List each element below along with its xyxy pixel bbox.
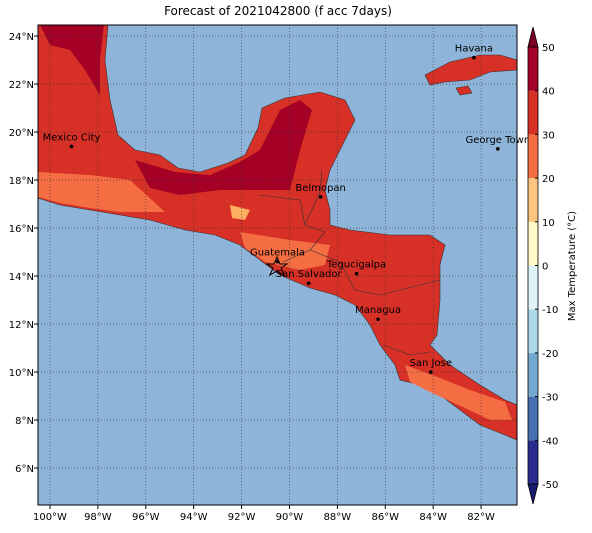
colorbar-band [528, 396, 538, 441]
colorbar-tick-label: 20 [542, 174, 555, 185]
colorbar-tick-label: -30 [542, 393, 558, 404]
lon-tick-label: 100°W [33, 512, 67, 523]
city-label: San Salvador [276, 269, 343, 280]
border [309, 249, 441, 296]
city-dot [354, 271, 359, 276]
warm-region [240, 232, 330, 270]
lat-tick-label: 12°N [9, 320, 34, 331]
city-label: Tegucigalpa [326, 260, 386, 271]
border [304, 169, 323, 226]
city-label: Mexico City [43, 132, 101, 143]
lon-tick-label: 90°W [276, 512, 304, 523]
colorbar-tick-label: 10 [542, 218, 555, 229]
city-dot [428, 370, 433, 374]
colorbar-tick-label: 50 [542, 43, 555, 54]
colorbar-over [527, 26, 539, 48]
colorbar-band [528, 134, 538, 179]
city-label: San Jose [410, 358, 452, 369]
lat-tick-label: 8°N [15, 416, 34, 427]
colorbar-band [528, 47, 538, 91]
colorbar-band [528, 90, 538, 135]
lon-tick-label: 84°W [419, 512, 447, 523]
city-dot [275, 259, 280, 264]
lat-tick-label: 6°N [15, 464, 34, 475]
lon-tick-label: 82°W [467, 512, 495, 523]
city-label: Belmopan [295, 183, 345, 194]
colorbar-tick-label: -50 [542, 480, 558, 491]
colorbar-band [528, 178, 538, 222]
map-frame [37, 24, 518, 506]
lon-tick-label: 88°W [324, 512, 352, 523]
colorbar-tick-label: 30 [542, 130, 555, 141]
warm-region [38, 172, 165, 212]
colorbar-label: Max Temperature (°C) [567, 211, 578, 321]
city-dot [472, 55, 476, 60]
city-label: Managua [355, 305, 401, 316]
city-dot [306, 281, 311, 286]
lat-tick-label: 22°N [9, 80, 34, 91]
jamaica [455, 85, 473, 96]
lat-tick-label: 18°N [9, 176, 34, 187]
lon-tick-label: 92°W [228, 512, 256, 523]
lat-tick-label: 16°N [9, 224, 34, 235]
colorbar-tick-label: -10 [542, 305, 558, 316]
title: Forecast of 2021042800 (f acc 7days) [164, 4, 392, 18]
warm-region [405, 365, 512, 420]
city-label: Guatemala [250, 248, 305, 259]
land [37, 24, 518, 441]
city-dot [318, 195, 323, 199]
city-label: George Town [465, 135, 530, 146]
colorbar-band [528, 221, 538, 266]
lon-tick-label: 86°W [371, 512, 399, 523]
land-mass [37, 24, 518, 441]
city-label: Havana [455, 44, 493, 55]
colorbar-tick-label: 40 [542, 87, 555, 98]
lat-tick-label: 14°N [9, 272, 34, 283]
colorbar-tick-label: -40 [542, 436, 558, 447]
colorbar-tick-label: 0 [542, 262, 548, 273]
colorbar-under [527, 483, 539, 505]
lat-tick-label: 24°N [9, 32, 34, 43]
lon-tick-label: 94°W [180, 512, 208, 523]
city-dot [376, 317, 380, 322]
lon-tick-label: 96°W [132, 512, 160, 523]
lat-tick-label: 20°N [9, 128, 34, 139]
hot-region [135, 100, 312, 195]
colorbar-band [528, 309, 538, 353]
colorbar-band [528, 440, 538, 484]
city-dot [496, 147, 500, 151]
hot-region [40, 25, 104, 95]
star-marker [265, 255, 289, 277]
border [382, 344, 431, 356]
colorbar-band [528, 352, 538, 397]
colorbar-band [528, 265, 538, 310]
warm-region [230, 205, 250, 220]
lat-tick-label: 10°N [9, 368, 34, 379]
border [257, 194, 326, 263]
lon-tick-label: 98°W [84, 512, 112, 523]
colorbar-tick-label: -20 [542, 349, 558, 360]
city-dot [69, 144, 74, 149]
